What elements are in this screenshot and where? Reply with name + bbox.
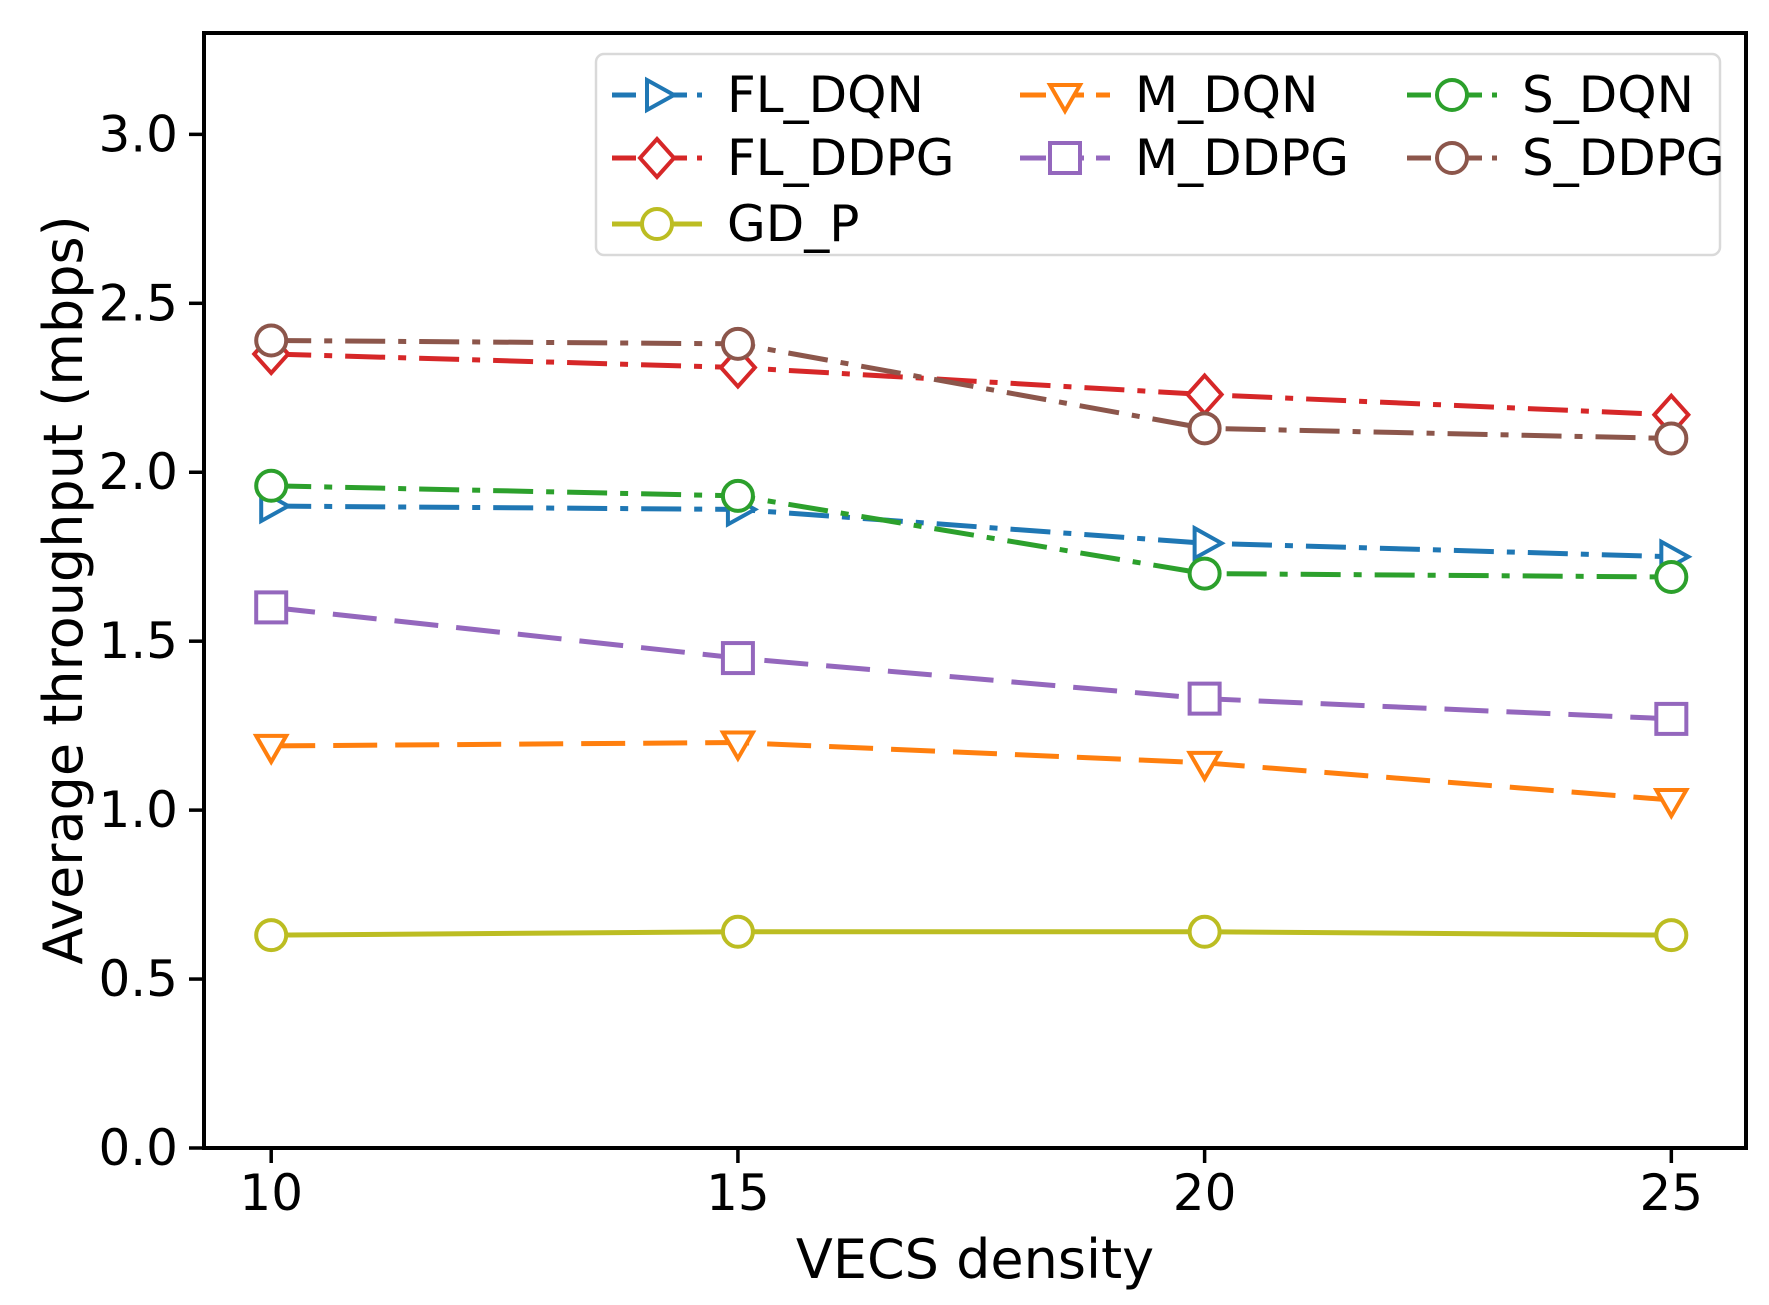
axes-layer: 10 15 20 25 0.0 0.5 1.0 1.5 2.0 2.5 3.0 bbox=[98, 31, 1748, 1222]
legend-label: S_DQN bbox=[1522, 66, 1694, 124]
legend-item-FL_DDPG: FL_DDPG bbox=[612, 129, 955, 187]
y-tick-label: 2.0 bbox=[98, 443, 178, 501]
series-line bbox=[271, 929, 1672, 938]
y-tick-label: 2.5 bbox=[98, 274, 178, 332]
circle-marker bbox=[254, 468, 289, 503]
series-S_DDPG bbox=[254, 323, 1689, 456]
legend-item-S_DDPG: S_DDPG bbox=[1407, 129, 1725, 187]
y-tick-label: 1.0 bbox=[98, 781, 178, 839]
triangle-down-marker bbox=[1046, 83, 1084, 116]
x-axis-label: VECS density bbox=[796, 1228, 1154, 1291]
triangle-down-marker bbox=[252, 733, 290, 766]
triangle-down-marker bbox=[1652, 787, 1690, 820]
x-tick-label: 25 bbox=[1640, 1164, 1704, 1222]
circle-marker bbox=[254, 323, 289, 358]
circle-marker bbox=[1435, 78, 1469, 112]
legend-label: FL_DQN bbox=[727, 66, 924, 124]
x-tick-label: 10 bbox=[239, 1164, 303, 1222]
triangle-down-marker bbox=[1186, 750, 1224, 783]
circle-marker bbox=[720, 478, 755, 513]
circle-marker bbox=[640, 207, 674, 241]
series-line bbox=[271, 740, 1672, 803]
legend-label: S_DDPG bbox=[1522, 129, 1725, 187]
series-S_DQN bbox=[254, 468, 1689, 594]
y-tick-label: 0.5 bbox=[98, 950, 178, 1008]
series-M_DQN bbox=[252, 730, 1690, 820]
legend-label: M_DQN bbox=[1135, 66, 1318, 124]
y-tick-label: 3.0 bbox=[98, 105, 178, 163]
square-marker bbox=[720, 641, 755, 676]
legend-item-M_DQN: M_DQN bbox=[1020, 66, 1318, 124]
series-line bbox=[271, 337, 1672, 441]
series-FL_DQN bbox=[259, 487, 1693, 576]
circle-marker bbox=[1654, 421, 1689, 456]
diamond-marker bbox=[1184, 372, 1225, 417]
x-tick-label: 20 bbox=[1173, 1164, 1237, 1222]
square-marker bbox=[1048, 141, 1082, 175]
triangle-right-marker bbox=[645, 76, 679, 114]
legend-label: FL_DDPG bbox=[727, 129, 955, 187]
x-tick-label: 15 bbox=[706, 1164, 770, 1222]
series-line bbox=[270, 604, 1672, 722]
y-tick-label: 1.5 bbox=[98, 612, 178, 670]
series-layer bbox=[251, 323, 1693, 953]
series-line bbox=[271, 351, 1672, 418]
legend-item-M_DDPG: M_DDPG bbox=[1020, 129, 1349, 187]
circle-marker bbox=[1187, 411, 1222, 446]
circle-marker bbox=[254, 918, 289, 953]
y-tick-label: 0.0 bbox=[98, 1119, 178, 1177]
square-marker bbox=[1654, 701, 1689, 736]
circle-marker bbox=[1187, 914, 1222, 949]
legend-item-GD_P: GD_P bbox=[612, 195, 859, 253]
series-line bbox=[271, 483, 1672, 580]
circle-marker bbox=[1187, 556, 1222, 591]
series-M_DDPG bbox=[254, 590, 1689, 736]
series-GD_P bbox=[254, 914, 1689, 953]
legend-item-S_DQN: S_DQN bbox=[1407, 66, 1694, 124]
diamond-marker bbox=[637, 136, 677, 180]
circle-marker bbox=[1435, 141, 1469, 175]
y-axis-label: Average throughput (mbps) bbox=[32, 215, 95, 964]
series-line bbox=[271, 503, 1672, 560]
circle-marker bbox=[1654, 918, 1689, 953]
circle-marker bbox=[720, 326, 755, 361]
triangle-right-marker bbox=[1192, 524, 1226, 562]
circle-marker bbox=[1654, 559, 1689, 594]
triangle-down-marker bbox=[719, 730, 757, 763]
plot-border bbox=[202, 31, 1748, 1150]
legend-label: GD_P bbox=[727, 195, 859, 253]
circle-marker bbox=[720, 914, 755, 949]
legend-label: M_DDPG bbox=[1135, 129, 1349, 187]
square-marker bbox=[254, 590, 289, 625]
square-marker bbox=[1187, 681, 1222, 716]
legend-item-FL_DQN: FL_DQN bbox=[612, 66, 924, 124]
